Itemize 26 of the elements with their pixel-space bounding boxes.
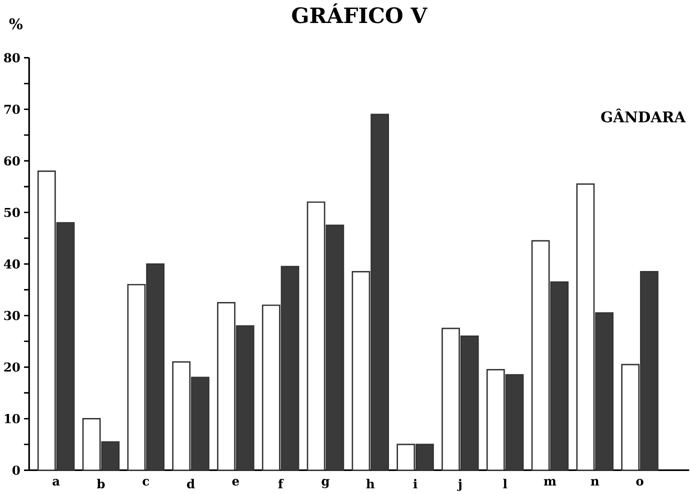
x-tick-label: l: [503, 478, 508, 488]
x-tick-label: e: [232, 478, 240, 486]
x-tick-label: n: [590, 478, 600, 486]
chart-title: GRÁFICO V: [292, 3, 428, 24]
x-tick-label: j: [457, 478, 462, 491]
y-tick-label: 50: [4, 208, 20, 217]
x-tick-label: d: [186, 478, 195, 488]
y-tick-label: 30: [4, 310, 20, 320]
y-tick-label: 70: [4, 104, 20, 114]
x-tick-label: m: [544, 478, 556, 486]
x-tick-label: i: [413, 478, 418, 488]
y-tick-label: 40: [4, 259, 20, 268]
y-tick-label: 20: [4, 362, 20, 372]
y-tick-label: 60: [4, 156, 20, 166]
y-tick-label: 10: [4, 414, 20, 424]
x-tick-label: f: [278, 478, 284, 488]
y-tick-label: 0: [12, 465, 20, 475]
y-axis-title: %: [9, 18, 23, 30]
x-tick-label: h: [366, 478, 375, 488]
x-tick-label: c: [142, 478, 150, 486]
x-tick-label: b: [96, 478, 105, 488]
x-tick-label: a: [52, 478, 60, 486]
y-tick-label: 80: [4, 52, 20, 62]
x-tick-label: g: [322, 478, 330, 488]
x-tick-label: o: [636, 478, 644, 486]
annotation: GÂNDARA: [601, 108, 686, 122]
